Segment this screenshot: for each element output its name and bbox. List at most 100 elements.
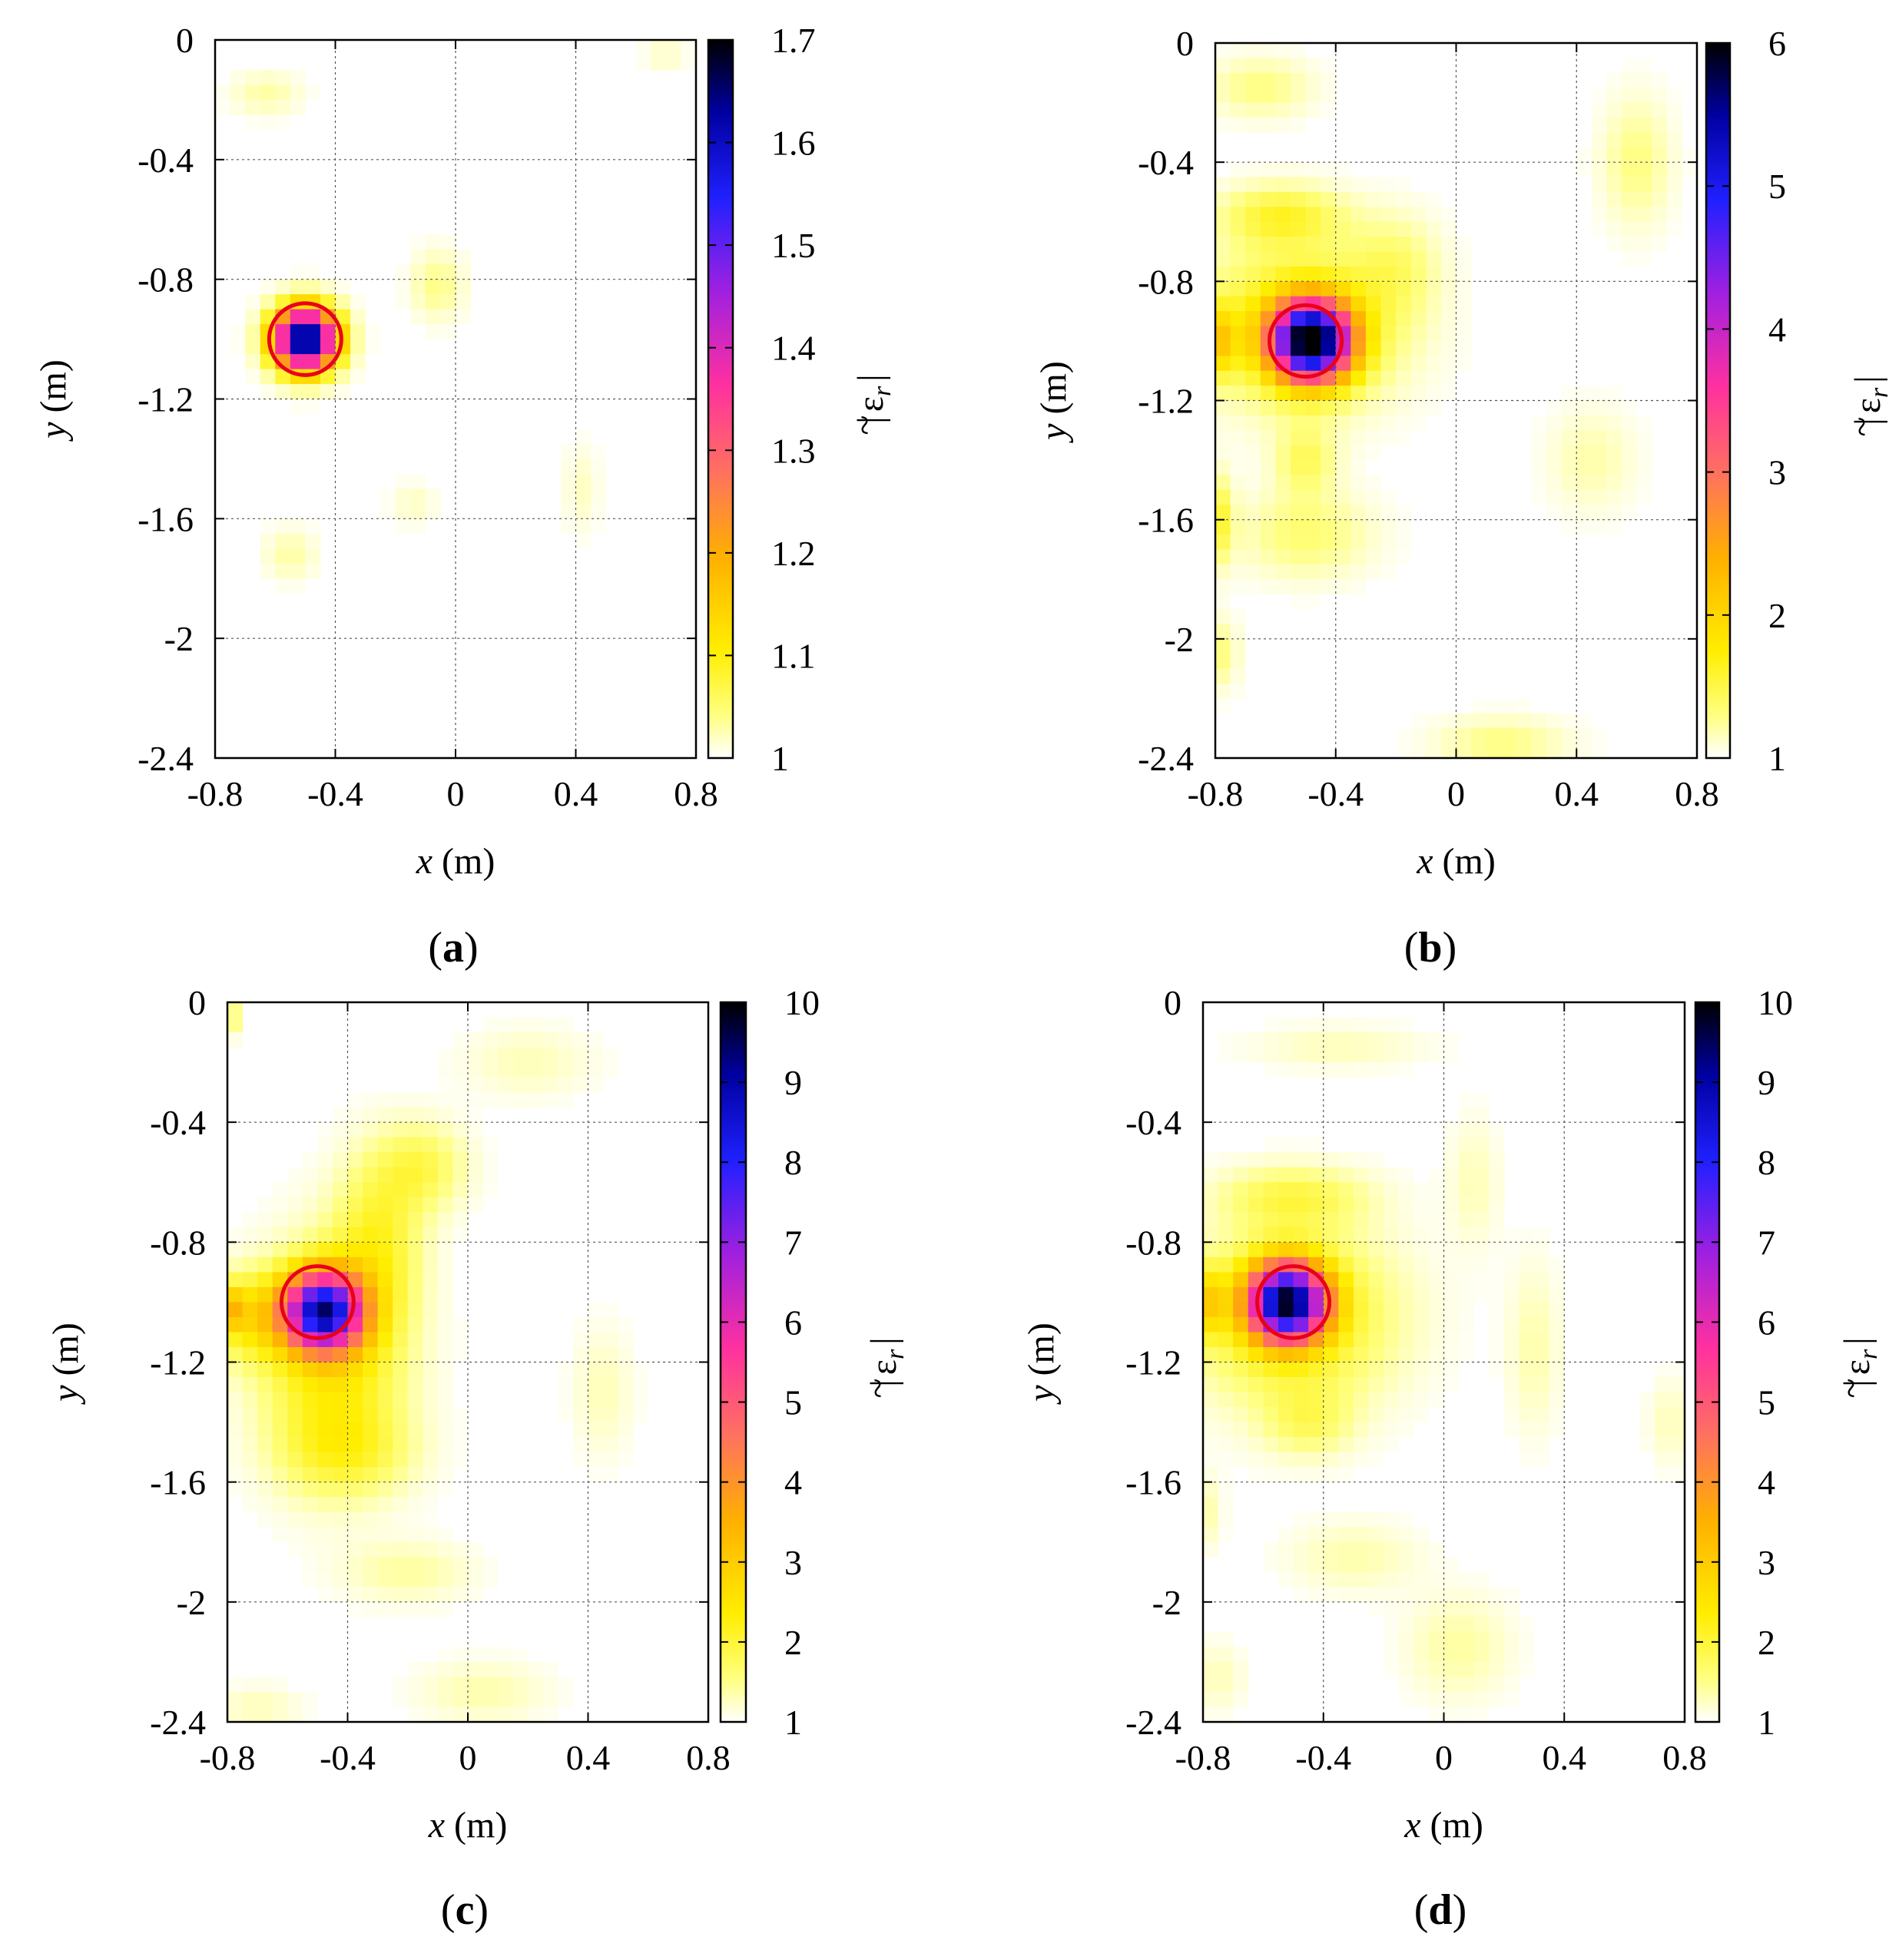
heatmap-cell bbox=[1275, 221, 1291, 237]
heatmap-cell bbox=[1591, 445, 1608, 461]
heatmap-cell bbox=[1323, 1242, 1339, 1258]
heatmap-cell bbox=[1290, 356, 1307, 372]
heatmap-cell bbox=[1489, 1661, 1505, 1678]
heatmap-cell bbox=[287, 1452, 303, 1468]
heatmap-cell bbox=[1413, 1631, 1430, 1647]
heatmap-cell bbox=[1263, 1242, 1279, 1258]
heatmap-cell bbox=[272, 1227, 288, 1243]
heatmap-cell bbox=[257, 1316, 273, 1333]
heatmap-cell bbox=[1459, 1691, 1475, 1708]
heatmap-cell bbox=[452, 1437, 469, 1453]
heatmap-cell bbox=[1654, 1467, 1670, 1483]
heatmap-cell bbox=[1636, 430, 1652, 446]
heatmap-cell bbox=[1384, 1316, 1400, 1333]
heatmap-cell bbox=[1323, 1167, 1339, 1183]
heatmap-cell bbox=[242, 1316, 258, 1333]
heatmap-cell bbox=[287, 1302, 303, 1318]
heatmap-cell bbox=[347, 1332, 363, 1348]
heatmap-cell bbox=[1591, 400, 1608, 416]
heatmap-cell bbox=[1350, 311, 1367, 327]
heatmap-cell bbox=[1456, 340, 1472, 356]
heatmap-cell bbox=[1290, 445, 1307, 461]
heatmap-cell bbox=[260, 354, 276, 370]
heatmap-cell bbox=[588, 1032, 604, 1048]
heatmap-cell bbox=[1486, 698, 1502, 714]
heatmap-cell bbox=[272, 1197, 288, 1213]
heatmap-cell bbox=[1384, 1256, 1400, 1273]
x-tick-label: 0 bbox=[459, 1738, 477, 1777]
heatmap-cell bbox=[482, 1661, 499, 1678]
heatmap-cell bbox=[423, 1167, 439, 1183]
heatmap-cell bbox=[363, 1122, 379, 1138]
heatmap-cell bbox=[332, 1227, 349, 1243]
heatmap-cell bbox=[591, 518, 607, 535]
heatmap-cell bbox=[242, 1707, 258, 1723]
heatmap-cell bbox=[1335, 221, 1351, 237]
heatmap-cell bbox=[1308, 1197, 1324, 1213]
heatmap-cell bbox=[1323, 1377, 1339, 1393]
heatmap-cell bbox=[1305, 311, 1321, 327]
heatmap-cell bbox=[1426, 386, 1442, 402]
heatmap-cell bbox=[1260, 475, 1276, 491]
heatmap-cell bbox=[347, 1212, 363, 1228]
heatmap-cell bbox=[407, 1302, 423, 1318]
heatmap-cell bbox=[1233, 1256, 1249, 1273]
heatmap-cell bbox=[393, 1256, 409, 1273]
heatmap-cell bbox=[1215, 505, 1231, 521]
heatmap-cell bbox=[377, 1107, 393, 1123]
heatmap-cell bbox=[1398, 1182, 1414, 1198]
heatmap-cell bbox=[1203, 1152, 1219, 1168]
heatmap-cell bbox=[437, 1677, 454, 1693]
heatmap-cell bbox=[1473, 1587, 1490, 1603]
heatmap-cell bbox=[407, 1332, 423, 1348]
heatmap-cell bbox=[1335, 445, 1351, 461]
heatmap-cell bbox=[317, 1316, 333, 1333]
heatmap-cell bbox=[1260, 519, 1276, 535]
heatmap-cell bbox=[1384, 1062, 1400, 1078]
heatmap-cell bbox=[1260, 505, 1276, 521]
heatmap-cell bbox=[1440, 743, 1457, 759]
heatmap-cell bbox=[363, 1092, 379, 1108]
heatmap-cell bbox=[257, 1227, 273, 1243]
heatmap-cell bbox=[1473, 1182, 1490, 1198]
heatmap-cell bbox=[1278, 1286, 1294, 1303]
heatmap-cell bbox=[1398, 1647, 1414, 1663]
heatmap-cell bbox=[1534, 1407, 1550, 1423]
heatmap-cell bbox=[1636, 117, 1652, 133]
heatmap-cell bbox=[1410, 713, 1427, 729]
heatmap-cell bbox=[437, 1227, 454, 1243]
heatmap-cell bbox=[423, 1527, 439, 1543]
heatmap-cell bbox=[1321, 207, 1337, 223]
heatmap-cell bbox=[1353, 1286, 1370, 1303]
heatmap-cell bbox=[1365, 177, 1382, 193]
heatmap-cell bbox=[1591, 460, 1608, 476]
heatmap-cell bbox=[437, 1137, 454, 1153]
heatmap-cell bbox=[317, 1557, 333, 1573]
heatmap-cell bbox=[558, 1062, 574, 1078]
heatmap-cell bbox=[1308, 1137, 1324, 1153]
heatmap-cell bbox=[1263, 1422, 1279, 1438]
heatmap-cell bbox=[1353, 1212, 1370, 1228]
heatmap-cell bbox=[335, 279, 351, 295]
heatmap-cell bbox=[452, 1212, 469, 1228]
heatmap-cell bbox=[1290, 460, 1307, 476]
heatmap-cell bbox=[407, 1392, 423, 1408]
heatmap-cell bbox=[395, 518, 411, 535]
heatmap-cell bbox=[393, 1092, 409, 1108]
heatmap-cell bbox=[1636, 177, 1652, 193]
heatmap-cell bbox=[1321, 281, 1337, 297]
heatmap-cell bbox=[452, 1316, 469, 1333]
heatmap-cell bbox=[633, 1407, 649, 1423]
heatmap-cell bbox=[1305, 207, 1321, 223]
heatmap-cell bbox=[1335, 519, 1351, 535]
heatmap-cell bbox=[468, 1557, 484, 1573]
heatmap-cell bbox=[1368, 1511, 1384, 1528]
heatmap-cell bbox=[1263, 1437, 1279, 1453]
heatmap-cell bbox=[1323, 1571, 1339, 1588]
heatmap-cell bbox=[1606, 88, 1622, 104]
heatmap-cell bbox=[1459, 1092, 1475, 1108]
heatmap-cell bbox=[1218, 1332, 1234, 1348]
heatmap-cell bbox=[1350, 221, 1367, 237]
heatmap-cell bbox=[1278, 1362, 1294, 1378]
caption-open: ( bbox=[1404, 924, 1419, 972]
